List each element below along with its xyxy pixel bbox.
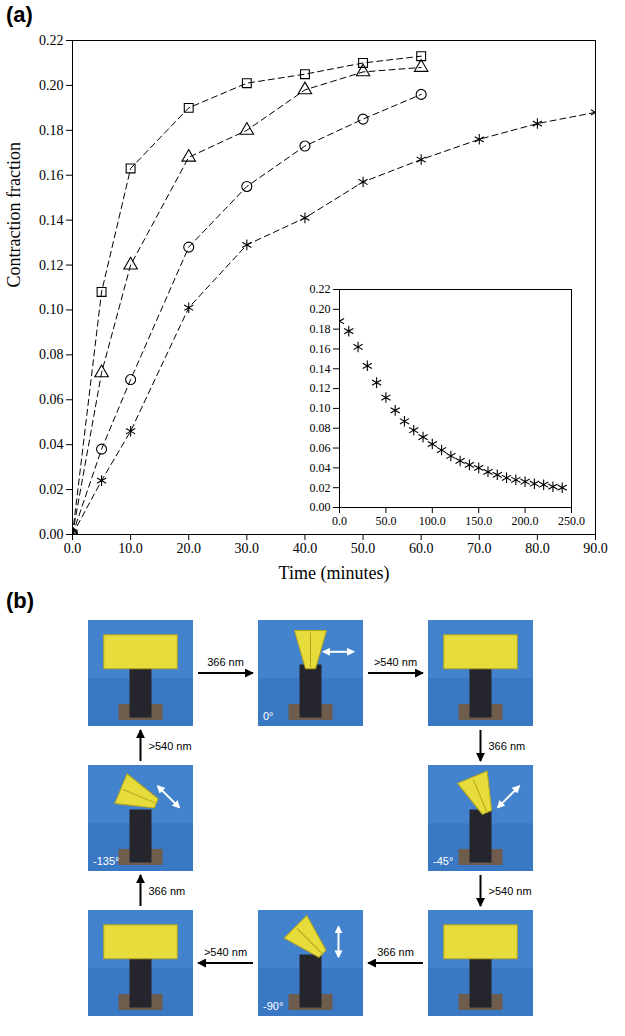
svg-text:20.0: 20.0 [176,541,201,556]
svg-text:0.0: 0.0 [64,541,82,556]
svg-text:250.0: 250.0 [558,514,585,528]
svg-text:0.0: 0.0 [332,514,347,528]
svg-text:0°: 0° [263,710,274,722]
svg-text:366 nm: 366 nm [149,885,186,897]
svg-text:0.16: 0.16 [310,342,331,356]
svg-text:366 nm: 366 nm [489,740,526,752]
svg-text:Time (minutes): Time (minutes) [279,563,390,584]
svg-text:0.12: 0.12 [39,258,64,273]
svg-text:>540 nm: >540 nm [489,885,532,897]
svg-text:0.06: 0.06 [39,392,64,407]
svg-text:80.0: 80.0 [525,541,550,556]
svg-text:40.0: 40.0 [293,541,318,556]
svg-text:50.0: 50.0 [351,541,376,556]
svg-text:150.0: 150.0 [465,514,492,528]
svg-text:0.22: 0.22 [39,33,64,48]
svg-text:0.16: 0.16 [39,168,64,183]
html-text:(b): (b) [6,588,35,613]
svg-text:>540 nm: >540 nm [204,946,247,958]
svg-text:70.0: 70.0 [467,541,492,556]
svg-text:Contraction fraction: Contraction fraction [4,142,24,287]
svg-text:0.00: 0.00 [310,500,331,514]
svg-text:0.08: 0.08 [39,347,64,362]
svg-text:0.18: 0.18 [39,123,64,138]
svg-text:0.12: 0.12 [310,381,331,395]
svg-text:0.22: 0.22 [310,282,331,296]
svg-text:0.04: 0.04 [39,437,64,452]
svg-text:0.08: 0.08 [310,421,331,435]
svg-text:-90°: -90° [263,1000,283,1012]
svg-text:0.06: 0.06 [310,441,331,455]
svg-text:-135°: -135° [93,855,119,867]
svg-text:0.02: 0.02 [39,482,64,497]
svg-text:0.18: 0.18 [310,322,331,336]
svg-text:0.10: 0.10 [39,302,64,317]
svg-text:200.0: 200.0 [512,514,539,528]
svg-text:366 nm: 366 nm [207,656,244,668]
svg-text:100.0: 100.0 [419,514,446,528]
svg-text:0.20: 0.20 [39,78,64,93]
svg-text:50.0: 50.0 [375,514,396,528]
svg-text:366 nm: 366 nm [377,946,414,958]
svg-text:0.00: 0.00 [39,527,64,542]
svg-text:0.20: 0.20 [310,302,331,316]
svg-text:60.0: 60.0 [409,541,434,556]
svg-text:-45°: -45° [433,855,453,867]
svg-text:90.0: 90.0 [583,541,608,556]
svg-text:0.02: 0.02 [310,481,331,495]
svg-text:0.14: 0.14 [310,362,331,376]
html-text:(a): (a) [6,2,33,27]
svg-text:10.0: 10.0 [118,541,143,556]
svg-text:0.14: 0.14 [39,213,64,228]
svg-text:0.10: 0.10 [310,401,331,415]
svg-text:>540 nm: >540 nm [149,740,192,752]
svg-text:0.04: 0.04 [310,461,331,475]
svg-text:30.0: 30.0 [235,541,259,556]
svg-text:>540 nm: >540 nm [374,656,417,668]
